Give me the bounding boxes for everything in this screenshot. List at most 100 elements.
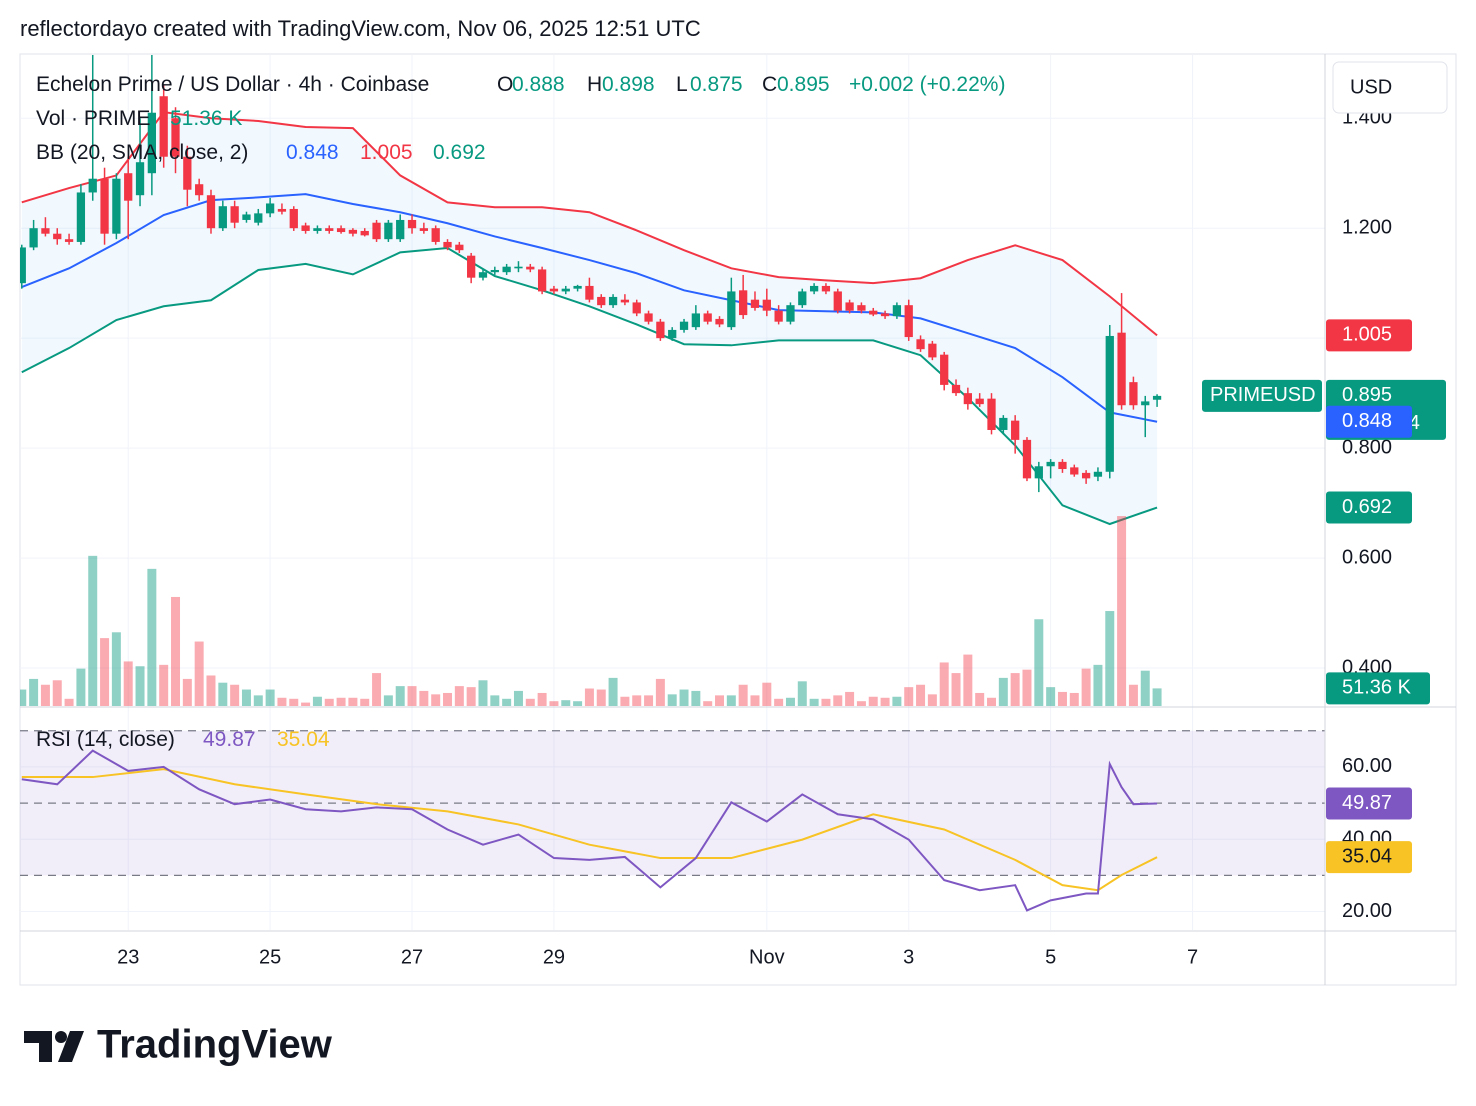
- candle-body: [124, 173, 133, 201]
- candle-body: [443, 241, 452, 248]
- candle-body: [100, 178, 109, 234]
- candle-body: [904, 305, 913, 338]
- candle-body: [999, 417, 1008, 430]
- candle-body: [585, 285, 594, 300]
- change: +0.002 (+0.22%): [849, 73, 1005, 96]
- volume-bar: [927, 694, 937, 706]
- ohlc-label: C: [762, 73, 777, 96]
- currency: USD: [1350, 76, 1392, 98]
- candle-body: [502, 266, 511, 273]
- volume-bar: [1069, 692, 1079, 706]
- title: Echelon Prime / US Dollar · 4h · Coinbas…: [36, 73, 429, 96]
- volume-bar: [892, 696, 902, 706]
- y-tick-label: 0.800: [1342, 436, 1392, 458]
- candle-body: [549, 288, 559, 292]
- candle-body: [20, 247, 26, 284]
- grid: [20, 55, 1325, 930]
- volume-bar: [774, 698, 784, 706]
- volume-bar: [29, 678, 39, 706]
- price-label: 0.692: [1342, 496, 1392, 518]
- candle-body: [135, 162, 145, 196]
- volume-bar: [939, 662, 949, 706]
- price-pane: [20, 55, 1162, 706]
- volume-bar: [726, 695, 736, 706]
- logo-shape: [58, 1031, 84, 1062]
- volume-bar: [620, 696, 630, 706]
- volume-bar: [715, 695, 725, 706]
- volume-bar: [1093, 664, 1103, 706]
- logo-shape: [55, 1031, 67, 1043]
- candle-body: [289, 208, 298, 229]
- x-tick-label: 23: [117, 946, 139, 968]
- currency-button[interactable]: [1332, 61, 1448, 114]
- volume-bar: [265, 689, 275, 706]
- volume-bar: [1105, 611, 1115, 706]
- legend-line: BB (20, SMA, close, 2) 0.848 1.005 0.692: [36, 141, 486, 164]
- price-label: 51.36 K: [1342, 677, 1412, 699]
- candle-body: [869, 310, 878, 315]
- candle-body: [679, 321, 689, 330]
- volume-bar: [644, 695, 654, 706]
- volume-bar: [466, 687, 476, 706]
- ohlc-label: H: [587, 73, 602, 96]
- ohlc-label: O: [497, 73, 513, 96]
- candle-body: [1034, 466, 1043, 479]
- candle-body: [195, 184, 204, 196]
- candle-body: [53, 233, 62, 240]
- volume-bar: [821, 698, 831, 706]
- ohlc-value: 0.895: [777, 73, 830, 96]
- candle-body: [963, 393, 972, 405]
- volume-bar: [502, 698, 512, 706]
- volume-bar: [230, 684, 240, 706]
- x-tick-label: 3: [903, 946, 914, 968]
- volume-bar: [64, 698, 74, 706]
- volume-bar: [1128, 684, 1138, 706]
- volume-bar: [52, 680, 62, 706]
- logo-mark: [24, 1031, 84, 1062]
- y-tick-label: 60.00: [1342, 755, 1392, 777]
- header: reflectordayo created with TradingView.c…: [20, 16, 701, 41]
- candle-body: [1117, 332, 1126, 406]
- rsi-value: 49.87: [203, 728, 256, 751]
- volume-bar: [100, 638, 110, 706]
- volume-bar: [608, 677, 618, 706]
- candle-body: [537, 269, 547, 292]
- logo-text: TradingView: [97, 1023, 333, 1067]
- volume-bar: [655, 678, 665, 706]
- candle-body: [277, 208, 287, 212]
- candle-body: [750, 299, 760, 308]
- volume-bar: [88, 555, 98, 706]
- bb-basis: 0.848: [286, 141, 339, 164]
- candle-body: [573, 285, 582, 289]
- volume-bar: [856, 701, 866, 706]
- volume-bar: [868, 696, 878, 706]
- volume-bar: [171, 596, 181, 706]
- price-label-box: [1326, 319, 1412, 352]
- rsi-ma-value: 35.04: [277, 728, 330, 751]
- candle-body: [798, 291, 807, 306]
- candle-body: [265, 203, 275, 214]
- candle-body: [1070, 467, 1079, 475]
- candle-body: [951, 384, 961, 394]
- volume-bar: [1046, 687, 1056, 706]
- candle-body: [975, 398, 984, 405]
- candle-body: [76, 192, 86, 242]
- bb-upper: 1.005: [360, 141, 413, 164]
- candle-body: [1046, 461, 1055, 467]
- volume-bar: [596, 689, 606, 706]
- volume-bar: [1152, 688, 1162, 706]
- ohlc-label: L: [676, 73, 687, 96]
- volume-bar: [324, 698, 334, 706]
- y-tick-label: 0.600: [1342, 546, 1392, 568]
- volume-bar: [360, 698, 370, 706]
- volume-bar: [525, 698, 535, 706]
- candle-body: [940, 354, 949, 385]
- rsi-name: RSI (14, close): [36, 728, 175, 751]
- legend-line: Vol · PRIME 51.36 K: [36, 107, 242, 130]
- price-label: 1.005: [1342, 324, 1392, 346]
- volume-bar: [537, 692, 547, 706]
- volume-bar: [916, 684, 926, 706]
- candle-body: [313, 228, 322, 231]
- volume-bar: [312, 696, 322, 706]
- volume-bar: [738, 684, 748, 706]
